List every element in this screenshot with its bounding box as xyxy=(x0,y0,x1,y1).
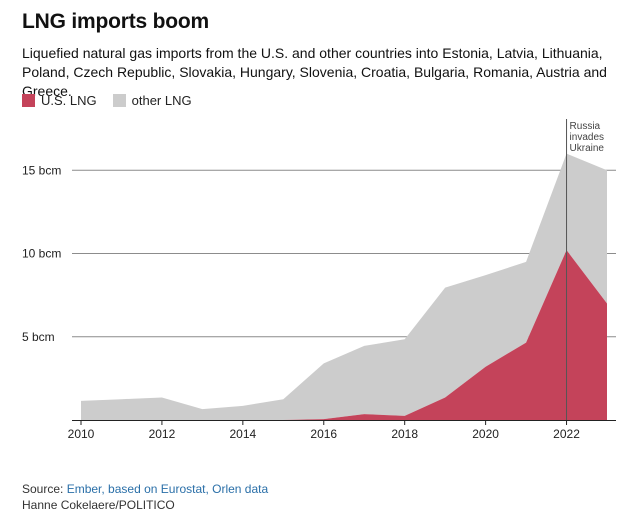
chart-title: LNG imports boom xyxy=(22,10,209,33)
chart-subtitle: Liquefied natural gas imports from the U… xyxy=(22,45,607,99)
area-us-lng xyxy=(81,250,607,420)
x-tick-label-2022: 2022 xyxy=(553,427,580,441)
source-line: Source: Ember, based on Eurostat, Orlen … xyxy=(22,481,268,497)
y-tick-label-5: 5 bcm xyxy=(22,330,55,344)
y-tick-label-15: 15 bcm xyxy=(22,163,61,177)
legend-item-other-lng: other LNG xyxy=(112,93,192,108)
legend-item-us-lng: U.S. LNG xyxy=(22,93,97,108)
x-tick-label-2010: 2010 xyxy=(68,427,95,441)
y-axis-ticks: 5 bcm 10 bcm 15 bcm xyxy=(22,163,61,344)
x-tick-label-2016: 2016 xyxy=(310,427,337,441)
chart-areas xyxy=(81,153,607,420)
legend-swatch-other-lng xyxy=(112,94,126,107)
annotation-text-1: invades xyxy=(570,132,604,143)
x-tick-label-2012: 2012 xyxy=(149,427,176,441)
annotation-text-0: Russia xyxy=(570,121,601,132)
x-tick-label-2020: 2020 xyxy=(472,427,499,441)
y-tick-label-10: 10 bcm xyxy=(22,247,61,261)
source-link[interactable]: Ember, based on Eurostat, Orlen data xyxy=(66,482,269,496)
x-axis: 2010 2012 2014 2016 2018 2020 2022 xyxy=(68,420,616,441)
source-note: Source: Ember, based on Eurostat, Orlen … xyxy=(22,481,268,513)
area-other-lng xyxy=(81,153,607,420)
legend-label-us-lng: U.S. LNG xyxy=(41,93,97,108)
x-tick-label-2018: 2018 xyxy=(391,427,418,441)
source-prefix: Source: xyxy=(22,482,67,496)
legend-swatch-us-lng xyxy=(22,94,35,107)
legend: U.S. LNG other LNG xyxy=(22,93,208,108)
annotation-text-2: Ukraine xyxy=(570,143,605,154)
credit-line: Hanne Cokelaere/POLITICO xyxy=(22,498,175,512)
legend-label-other-lng: other LNG xyxy=(131,93,192,108)
x-tick-label-2014: 2014 xyxy=(229,427,256,441)
